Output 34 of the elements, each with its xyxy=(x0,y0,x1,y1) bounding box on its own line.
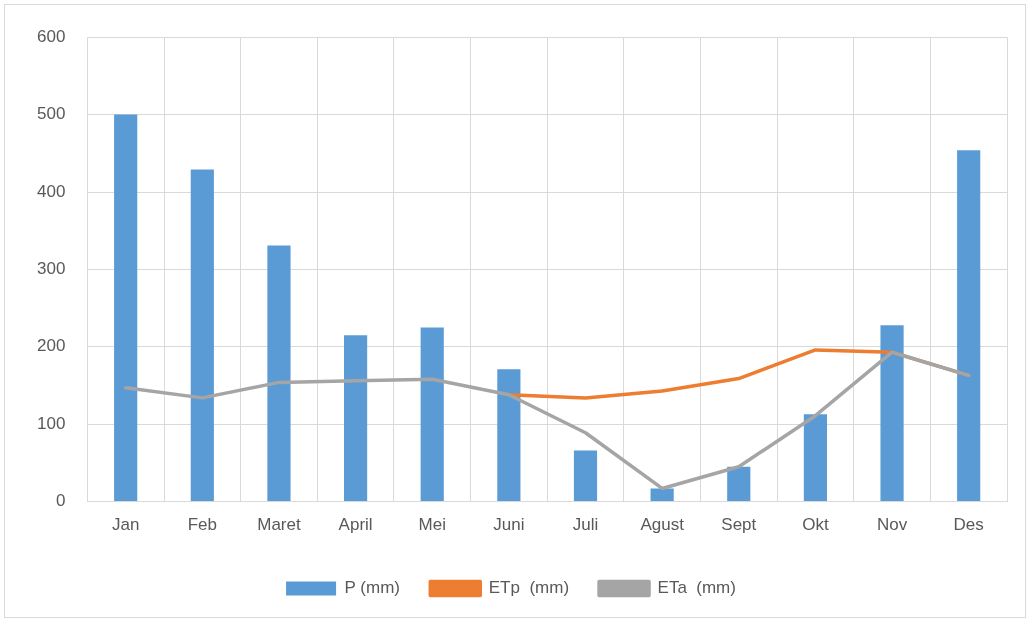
bar xyxy=(880,325,904,502)
y-tick-label: 100 xyxy=(36,413,66,433)
bar xyxy=(497,369,521,502)
legend-label: ETp (mm) xyxy=(488,578,570,598)
bar xyxy=(650,488,674,502)
bar xyxy=(957,150,981,502)
x-tick-label: Mei xyxy=(418,515,446,535)
x-tick-label: Nov xyxy=(876,515,908,535)
y-tick-label: 500 xyxy=(36,104,66,124)
y-tick-label: 200 xyxy=(36,336,66,356)
bar xyxy=(420,327,444,502)
x-tick-label: April xyxy=(338,515,373,535)
x-tick-label: Agust xyxy=(640,515,685,535)
y-tick-label: 600 xyxy=(36,26,66,46)
bar xyxy=(803,414,827,502)
bar xyxy=(727,466,751,502)
x-tick-label: Juli xyxy=(572,515,599,535)
bar xyxy=(190,169,214,502)
y-tick-label: 300 xyxy=(36,259,66,279)
bar xyxy=(573,450,598,502)
legend-label: P (mm) xyxy=(344,578,400,598)
bar xyxy=(344,335,368,502)
x-tick-label: Feb xyxy=(187,515,217,535)
x-tick-label: Sept xyxy=(721,515,757,535)
x-tick-label: Maret xyxy=(257,515,301,535)
y-tick-label: 0 xyxy=(55,491,66,511)
bar xyxy=(114,114,138,502)
x-tick-label: Juni xyxy=(493,515,525,535)
legend-label: ETa (mm) xyxy=(657,578,736,598)
bar xyxy=(267,245,291,502)
x-tick-label: Jan xyxy=(111,515,140,535)
x-tick-label: Okt xyxy=(802,515,829,535)
x-tick-label: Des xyxy=(953,515,984,535)
y-tick-label: 400 xyxy=(36,181,66,201)
